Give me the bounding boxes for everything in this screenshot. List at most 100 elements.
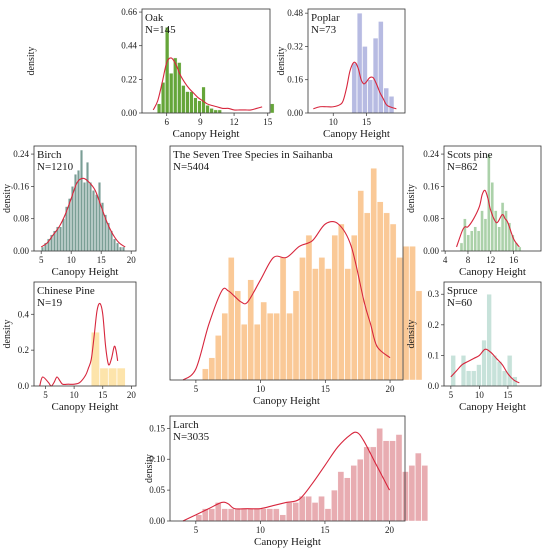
- y-tick-label: 0.48: [287, 8, 303, 18]
- histogram-bar: [240, 324, 248, 381]
- panel-frame: [169, 415, 406, 522]
- x-tick-label: 20: [127, 390, 137, 400]
- histogram-bar: [208, 508, 215, 522]
- y-tick-label: 0.66: [121, 7, 137, 17]
- histogram-bar: [389, 223, 397, 381]
- histogram-bar: [118, 246, 122, 252]
- y-tick-label: 0.00: [287, 108, 303, 118]
- y-tick-label: 0.00: [13, 246, 29, 256]
- histogram-bar: [202, 368, 209, 381]
- histogram-bar: [260, 508, 267, 522]
- density-curve: [39, 302, 119, 387]
- x-tick-label: 15: [320, 525, 330, 535]
- histogram-bar: [408, 465, 416, 522]
- histogram-bar: [466, 234, 471, 252]
- density-curve: [152, 57, 263, 111]
- density-curve: [182, 221, 391, 381]
- histogram-bar: [161, 82, 166, 114]
- panel-frame: [443, 281, 542, 387]
- y-tick-label: 0.24: [423, 149, 439, 159]
- histogram-bar: [362, 46, 368, 114]
- y-axis-label: density: [144, 454, 155, 483]
- histogram-bar: [507, 355, 513, 387]
- y-axis-label: density: [406, 184, 417, 213]
- histogram-bar: [169, 73, 174, 114]
- panel-sample-size: N=3035: [173, 431, 210, 443]
- x-axis-label: Canopy Height: [253, 395, 320, 407]
- histogram-bar: [305, 234, 313, 381]
- x-tick-label: 10: [329, 117, 339, 127]
- histogram-bar: [59, 226, 63, 252]
- histogram-bar: [476, 364, 482, 387]
- histogram-bar: [228, 257, 235, 381]
- density-curve: [182, 431, 390, 522]
- histogram-bar: [471, 370, 477, 387]
- histogram-bar: [351, 62, 357, 114]
- histogram-bar: [396, 257, 403, 381]
- x-tick-label: 10: [70, 390, 80, 400]
- x-tick-label: 20: [385, 525, 395, 535]
- histogram-bar: [213, 109, 218, 114]
- panel-frame: [443, 145, 542, 252]
- panel-chinese_pine: 5 10 15 20 0.0 0.2 0.4 Canopy Height density Chin…: [2, 281, 137, 413]
- panel-oak: 6 9 12 15 0.00 0.22 0.44 0.66 Canopy Height densi…: [26, 7, 275, 140]
- density-curve: [313, 61, 397, 110]
- histogram-bar: [79, 149, 83, 252]
- x-tick-label: 10: [67, 255, 77, 265]
- y-tick-label: 0.08: [13, 214, 29, 224]
- x-axis-label: Canopy Height: [323, 128, 390, 140]
- histogram-bar: [286, 502, 293, 522]
- x-tick-label: 8: [466, 255, 471, 265]
- histogram-bar: [157, 103, 162, 114]
- histogram-bar: [253, 508, 261, 522]
- histogram-bar: [240, 508, 248, 522]
- histogram-bar: [112, 238, 116, 252]
- panel-sample-size: N=60: [447, 297, 473, 309]
- histogram-bar: [299, 257, 306, 381]
- histogram-bar: [344, 268, 352, 381]
- panel-title: Spruce: [447, 285, 478, 297]
- histogram-bar: [221, 312, 229, 381]
- y-tick-label: 0.08: [423, 214, 439, 224]
- histogram-bar: [185, 91, 190, 114]
- histogram-bar: [460, 355, 467, 387]
- panel-frame: [307, 8, 406, 114]
- panel-larch: 5 10 15 20 0.00 0.05 0.10 0.15 Canopy Height dens…: [144, 415, 429, 548]
- histogram-bar: [221, 508, 228, 522]
- y-tick-label: 0.4: [18, 309, 30, 319]
- y-tick-label: 0.2: [428, 320, 439, 330]
- histogram-bar: [376, 201, 384, 381]
- histogram-bar: [116, 367, 126, 387]
- y-tick-label: 0.16: [423, 181, 439, 191]
- histogram-bar: [279, 514, 287, 522]
- x-tick-label: 10: [475, 390, 485, 400]
- histogram-bar: [298, 496, 306, 522]
- histogram-bar: [85, 161, 89, 252]
- panel-frame: [169, 145, 404, 381]
- histogram-bar: [415, 290, 423, 381]
- histogram-bar: [253, 324, 261, 381]
- panel-frame: [141, 8, 271, 114]
- y-tick-label: 0.16: [13, 181, 29, 191]
- histogram-bar: [402, 246, 410, 381]
- histogram-bar: [372, 37, 379, 114]
- histogram-bar: [208, 357, 216, 381]
- histogram-bar: [331, 489, 338, 522]
- panel-title: Larch: [173, 419, 199, 431]
- histogram-bar: [356, 12, 363, 114]
- y-tick-label: 0.24: [13, 149, 29, 159]
- y-tick-label: 0.10: [149, 454, 165, 464]
- histogram-bar: [409, 246, 416, 381]
- panel-frame: [33, 281, 137, 387]
- histogram-bar: [480, 210, 484, 252]
- panel-spruce: 5 10 15 0.0 0.1 0.2 0.3 Canopy Height density Spr…: [406, 281, 542, 413]
- panel-sample-size: N=5404: [173, 161, 210, 173]
- histogram-bar: [402, 471, 409, 522]
- panel-frame: [33, 145, 137, 252]
- histogram-bar: [502, 370, 508, 387]
- histogram-bar: [197, 100, 202, 114]
- histogram-bar: [382, 440, 390, 522]
- density-curve: [456, 189, 520, 248]
